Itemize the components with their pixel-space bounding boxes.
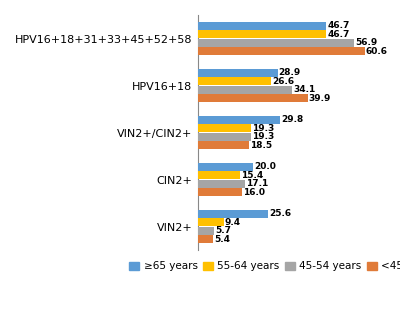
Text: 56.9: 56.9 — [356, 38, 378, 47]
Bar — [198, 94, 308, 102]
Text: 9.4: 9.4 — [225, 218, 241, 227]
Bar — [198, 39, 354, 47]
Text: 34.1: 34.1 — [293, 85, 315, 94]
Bar — [198, 163, 253, 171]
Bar — [198, 124, 251, 133]
Bar — [198, 210, 268, 218]
Bar — [198, 141, 249, 149]
Bar — [198, 188, 242, 196]
Bar — [198, 235, 213, 243]
Text: 5.7: 5.7 — [215, 226, 231, 235]
Bar — [198, 22, 326, 30]
Bar — [198, 116, 280, 124]
Bar — [198, 77, 271, 85]
Text: 15.4: 15.4 — [242, 171, 264, 180]
Bar — [198, 218, 224, 226]
Text: 20.0: 20.0 — [254, 162, 276, 171]
Text: 5.4: 5.4 — [214, 235, 230, 244]
Text: 17.1: 17.1 — [246, 179, 268, 188]
Text: 46.7: 46.7 — [328, 30, 350, 39]
Text: 18.5: 18.5 — [250, 141, 272, 150]
Bar — [198, 133, 251, 141]
Bar — [198, 47, 365, 55]
Legend: ≥65 years, 55-64 years, 45-54 years, <45 years: ≥65 years, 55-64 years, 45-54 years, <45… — [125, 257, 400, 275]
Text: 16.0: 16.0 — [243, 188, 265, 197]
Text: 25.6: 25.6 — [270, 210, 292, 218]
Text: 19.3: 19.3 — [252, 124, 274, 133]
Text: 28.9: 28.9 — [279, 68, 301, 77]
Bar — [198, 69, 278, 77]
Bar — [198, 30, 326, 38]
Bar — [198, 180, 245, 188]
Text: 29.8: 29.8 — [281, 115, 303, 124]
Text: 39.9: 39.9 — [309, 94, 331, 103]
Text: 46.7: 46.7 — [328, 21, 350, 30]
Text: 19.3: 19.3 — [252, 132, 274, 141]
Bar — [198, 227, 214, 235]
Bar — [198, 86, 292, 94]
Bar — [198, 171, 240, 179]
Text: 60.6: 60.6 — [366, 47, 388, 56]
Text: 26.6: 26.6 — [272, 77, 294, 86]
